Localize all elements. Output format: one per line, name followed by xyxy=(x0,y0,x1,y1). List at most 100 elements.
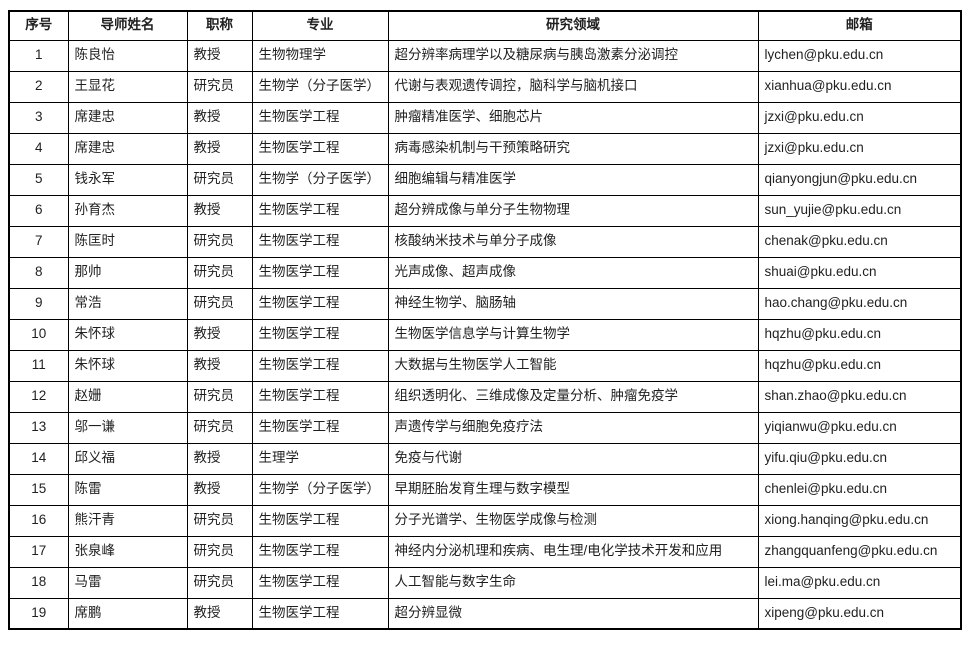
table-row: 2 王显花 研究员 生物学（分子医学） 代谢与表观遗传调控，脑科学与脑机接口 x… xyxy=(8,70,962,103)
table-row: 8 那帅 研究员 生物医学工程 光声成像、超声成像 shuai@pku.edu.… xyxy=(8,256,962,289)
title-cell: 研究员 xyxy=(186,287,253,320)
email-cell: jzxi@pku.edu.cn xyxy=(757,101,962,134)
mentor-name-cell: 钱永军 xyxy=(67,163,188,196)
research-field-cell: 核酸纳米技术与单分子成像 xyxy=(387,225,759,258)
table-row: 11 朱怀球 教授 生物医学工程 大数据与生物医学人工智能 hqzhu@pku.… xyxy=(8,349,962,382)
email-cell: shan.zhao@pku.edu.cn xyxy=(757,380,962,413)
major-cell: 生物物理学 xyxy=(251,39,389,72)
row-number-cell: 1 xyxy=(8,39,69,72)
email-cell: hqzhu@pku.edu.cn xyxy=(757,318,962,351)
mentor-name-cell: 马雷 xyxy=(67,566,188,599)
column-header-mentor-name: 导师姓名 xyxy=(67,10,188,41)
row-number-cell: 15 xyxy=(8,473,69,506)
row-number-cell: 9 xyxy=(8,287,69,320)
title-cell: 教授 xyxy=(186,473,253,506)
title-cell: 教授 xyxy=(186,132,253,165)
title-cell: 研究员 xyxy=(186,256,253,289)
column-header-title: 职称 xyxy=(186,10,253,41)
research-field-cell: 代谢与表观遗传调控，脑科学与脑机接口 xyxy=(387,70,759,103)
mentor-name-cell: 赵姗 xyxy=(67,380,188,413)
row-number-cell: 19 xyxy=(8,597,69,630)
table-row: 16 熊汗青 研究员 生物医学工程 分子光谱学、生物医学成像与检测 xiong.… xyxy=(8,504,962,537)
table-row: 18 马雷 研究员 生物医学工程 人工智能与数字生命 lei.ma@pku.ed… xyxy=(8,566,962,599)
row-number-cell: 10 xyxy=(8,318,69,351)
title-cell: 教授 xyxy=(186,597,253,630)
table-row: 7 陈匡时 研究员 生物医学工程 核酸纳米技术与单分子成像 chenak@pku… xyxy=(8,225,962,258)
research-field-cell: 早期胚胎发育生理与数字模型 xyxy=(387,473,759,506)
title-cell: 研究员 xyxy=(186,163,253,196)
email-cell: yiqianwu@pku.edu.cn xyxy=(757,411,962,444)
title-cell: 教授 xyxy=(186,442,253,475)
title-cell: 研究员 xyxy=(186,70,253,103)
mentor-name-cell: 朱怀球 xyxy=(67,349,188,382)
column-header-research-field: 研究领域 xyxy=(387,10,759,41)
email-cell: yifu.qiu@pku.edu.cn xyxy=(757,442,962,475)
mentor-name-cell: 常浩 xyxy=(67,287,188,320)
title-cell: 教授 xyxy=(186,194,253,227)
mentor-name-cell: 张泉峰 xyxy=(67,535,188,568)
major-cell: 生物学（分子医学） xyxy=(251,473,389,506)
table-row: 17 张泉峰 研究员 生物医学工程 神经内分泌机理和疾病、电生理/电化学技术开发… xyxy=(8,535,962,568)
major-cell: 生物医学工程 xyxy=(251,225,389,258)
mentor-name-cell: 熊汗青 xyxy=(67,504,188,537)
major-cell: 生物医学工程 xyxy=(251,597,389,630)
major-cell: 生物医学工程 xyxy=(251,411,389,444)
major-cell: 生物医学工程 xyxy=(251,194,389,227)
email-cell: xipeng@pku.edu.cn xyxy=(757,597,962,630)
table-row: 5 钱永军 研究员 生物学（分子医学） 细胞编辑与精准医学 qianyongju… xyxy=(8,163,962,196)
major-cell: 生物医学工程 xyxy=(251,504,389,537)
column-header-major: 专业 xyxy=(251,10,389,41)
email-cell: shuai@pku.edu.cn xyxy=(757,256,962,289)
title-cell: 教授 xyxy=(186,39,253,72)
email-cell: chenlei@pku.edu.cn xyxy=(757,473,962,506)
major-cell: 生物医学工程 xyxy=(251,535,389,568)
row-number-cell: 7 xyxy=(8,225,69,258)
title-cell: 研究员 xyxy=(186,411,253,444)
mentor-table: 序号 导师姓名 职称 专业 研究领域 邮箱 1 陈良怡 教授 生物物理学 超分辨… xyxy=(8,10,962,630)
mentor-name-cell: 孙育杰 xyxy=(67,194,188,227)
major-cell: 生物医学工程 xyxy=(251,287,389,320)
research-field-cell: 神经内分泌机理和疾病、电生理/电化学技术开发和应用 xyxy=(387,535,759,568)
research-field-cell: 生物医学信息学与计算生物学 xyxy=(387,318,759,351)
table-row: 19 席鹏 教授 生物医学工程 超分辨显微 xipeng@pku.edu.cn xyxy=(8,597,962,630)
row-number-cell: 14 xyxy=(8,442,69,475)
research-field-cell: 病毒感染机制与干预策略研究 xyxy=(387,132,759,165)
title-cell: 教授 xyxy=(186,101,253,134)
row-number-cell: 2 xyxy=(8,70,69,103)
email-cell: hqzhu@pku.edu.cn xyxy=(757,349,962,382)
row-number-cell: 4 xyxy=(8,132,69,165)
major-cell: 生物医学工程 xyxy=(251,380,389,413)
table-row: 10 朱怀球 教授 生物医学工程 生物医学信息学与计算生物学 hqzhu@pku… xyxy=(8,318,962,351)
table-row: 4 席建忠 教授 生物医学工程 病毒感染机制与干预策略研究 jzxi@pku.e… xyxy=(8,132,962,165)
table-row: 9 常浩 研究员 生物医学工程 神经生物学、脑肠轴 hao.chang@pku.… xyxy=(8,287,962,320)
research-field-cell: 超分辨率病理学以及糖尿病与胰岛激素分泌调控 xyxy=(387,39,759,72)
major-cell: 生物医学工程 xyxy=(251,349,389,382)
mentor-name-cell: 席建忠 xyxy=(67,101,188,134)
mentor-name-cell: 王显花 xyxy=(67,70,188,103)
table-row: 12 赵姗 研究员 生物医学工程 组织透明化、三维成像及定量分析、肿瘤免疫学 s… xyxy=(8,380,962,413)
title-cell: 教授 xyxy=(186,349,253,382)
research-field-cell: 人工智能与数字生命 xyxy=(387,566,759,599)
mentor-name-cell: 席鹏 xyxy=(67,597,188,630)
email-cell: qianyongjun@pku.edu.cn xyxy=(757,163,962,196)
major-cell: 生物医学工程 xyxy=(251,132,389,165)
table-row: 1 陈良怡 教授 生物物理学 超分辨率病理学以及糖尿病与胰岛激素分泌调控 lyc… xyxy=(8,39,962,72)
email-cell: sun_yujie@pku.edu.cn xyxy=(757,194,962,227)
major-cell: 生物学（分子医学） xyxy=(251,70,389,103)
title-cell: 研究员 xyxy=(186,566,253,599)
research-field-cell: 组织透明化、三维成像及定量分析、肿瘤免疫学 xyxy=(387,380,759,413)
research-field-cell: 大数据与生物医学人工智能 xyxy=(387,349,759,382)
table-row: 13 邬一谦 研究员 生物医学工程 声遗传学与细胞免疫疗法 yiqianwu@p… xyxy=(8,411,962,444)
email-cell: hao.chang@pku.edu.cn xyxy=(757,287,962,320)
major-cell: 生物医学工程 xyxy=(251,318,389,351)
table-row: 3 席建忠 教授 生物医学工程 肿瘤精准医学、细胞芯片 jzxi@pku.edu… xyxy=(8,101,962,134)
mentor-table-container: 序号 导师姓名 职称 专业 研究领域 邮箱 1 陈良怡 教授 生物物理学 超分辨… xyxy=(8,10,962,630)
row-number-cell: 18 xyxy=(8,566,69,599)
mentor-name-cell: 陈良怡 xyxy=(67,39,188,72)
mentor-name-cell: 朱怀球 xyxy=(67,318,188,351)
email-cell: xianhua@pku.edu.cn xyxy=(757,70,962,103)
email-cell: jzxi@pku.edu.cn xyxy=(757,132,962,165)
mentor-name-cell: 席建忠 xyxy=(67,132,188,165)
row-number-cell: 16 xyxy=(8,504,69,537)
research-field-cell: 光声成像、超声成像 xyxy=(387,256,759,289)
